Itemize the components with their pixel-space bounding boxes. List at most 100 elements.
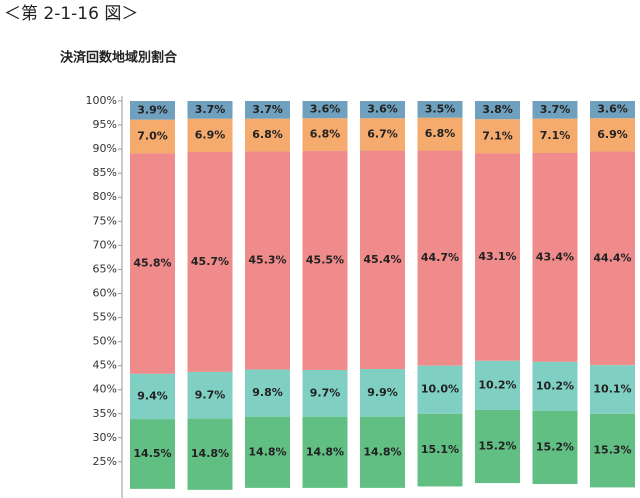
value-label: 43.1%	[478, 250, 516, 263]
value-label: 7.1%	[482, 129, 513, 142]
bar-segment	[302, 118, 348, 152]
bar-segment	[475, 153, 520, 361]
value-label: 45.4%	[363, 253, 401, 266]
bar-segment	[187, 118, 233, 153]
bar-segment	[590, 365, 635, 414]
bar-segment	[187, 371, 233, 419]
y-tick-label: 30%	[93, 431, 117, 444]
y-tick-label: 80%	[93, 190, 117, 203]
y-tick-label: 100%	[86, 94, 117, 107]
value-label: 15.2%	[478, 440, 516, 453]
bar-segment	[245, 416, 290, 488]
y-tick-label: 70%	[93, 238, 117, 251]
value-label: 10.2%	[536, 379, 574, 392]
bar-segment	[130, 419, 175, 489]
y-tick-label: 35%	[93, 407, 117, 420]
value-label: 3.9%	[137, 103, 168, 116]
value-label: 7.0%	[137, 130, 168, 143]
bar-segment	[532, 361, 578, 411]
bar-segment	[302, 151, 348, 370]
bar-segment	[130, 119, 175, 154]
value-label: 9.8%	[252, 386, 283, 399]
value-label: 3.6%	[597, 103, 628, 116]
y-tick-label: 25%	[93, 455, 117, 468]
value-label: 3.7%	[252, 103, 283, 116]
value-label: 3.7%	[540, 103, 571, 116]
value-label: 14.8%	[306, 445, 344, 458]
bar-segment	[360, 369, 405, 417]
y-tick-label: 60%	[93, 286, 117, 299]
value-label: 14.5%	[133, 447, 171, 460]
y-tick-label: 85%	[93, 166, 117, 179]
bar-segment	[245, 151, 290, 370]
bar-segment	[590, 151, 635, 366]
bar-segment	[360, 416, 405, 488]
bar-segment	[532, 118, 578, 153]
y-tick-label: 40%	[93, 383, 117, 396]
value-label: 6.9%	[195, 128, 226, 141]
value-label: 3.5%	[425, 102, 456, 115]
bar-segment	[245, 369, 290, 417]
y-tick-label: 45%	[93, 359, 117, 372]
value-label: 3.7%	[195, 103, 226, 116]
value-label: 45.7%	[191, 255, 229, 268]
bar-segment	[302, 416, 348, 488]
bar-segment	[302, 369, 348, 417]
value-label: 15.1%	[421, 443, 459, 456]
bar-segment	[302, 101, 348, 119]
bar-segment	[130, 101, 175, 120]
value-label: 9.4%	[137, 389, 168, 402]
value-label: 10.0%	[421, 383, 459, 396]
bar-segment	[417, 150, 463, 366]
y-tick-label: 55%	[93, 311, 117, 324]
bar-segment	[187, 418, 233, 490]
value-label: 45.5%	[306, 254, 344, 267]
value-label: 3.6%	[367, 103, 398, 116]
value-label: 9.9%	[367, 386, 398, 399]
value-label: 15.2%	[536, 440, 574, 453]
bar-segment	[130, 373, 175, 420]
y-tick-label: 65%	[93, 262, 117, 275]
bar-segment	[360, 118, 405, 151]
bar-segment	[532, 410, 578, 485]
value-label: 15.3%	[593, 444, 631, 457]
y-tick-label: 75%	[93, 214, 117, 227]
bar-segment	[187, 152, 233, 372]
value-label: 6.8%	[310, 128, 341, 141]
value-label: 14.8%	[363, 445, 401, 458]
y-tick-label: 90%	[93, 142, 117, 155]
y-tick-label: 95%	[93, 118, 117, 131]
bar-segment	[360, 150, 405, 370]
value-label: 45.8%	[133, 257, 171, 270]
bar-segment	[245, 101, 290, 119]
value-label: 9.7%	[310, 386, 341, 399]
bar-segment	[475, 101, 520, 120]
bar-segment	[590, 101, 635, 119]
value-label: 9.7%	[195, 388, 226, 401]
value-label: 6.8%	[425, 127, 456, 140]
value-label: 14.8%	[248, 445, 286, 458]
bar-segment	[475, 409, 520, 484]
value-label: 3.6%	[310, 103, 341, 116]
bar-segment	[590, 118, 635, 152]
chart-title: 決済回数地域別割合	[60, 50, 178, 66]
value-label: 6.8%	[252, 128, 283, 141]
value-label: 6.7%	[367, 127, 398, 140]
bar-segment	[417, 101, 463, 118]
bar-segment	[360, 101, 405, 119]
bar-segment	[417, 413, 463, 487]
value-label: 44.7%	[421, 251, 459, 264]
bar-segment	[417, 365, 463, 414]
bar-segment	[245, 118, 290, 152]
bar-segment	[187, 101, 233, 119]
value-label: 45.3%	[248, 254, 286, 267]
value-label: 7.1%	[540, 129, 571, 142]
bar-segment	[417, 117, 463, 151]
value-label: 3.8%	[482, 103, 513, 116]
value-label: 10.1%	[593, 382, 631, 395]
bar-segment	[590, 413, 635, 488]
bar-segment	[130, 153, 175, 374]
value-label: 14.8%	[191, 447, 229, 460]
bar-segment	[475, 119, 520, 154]
